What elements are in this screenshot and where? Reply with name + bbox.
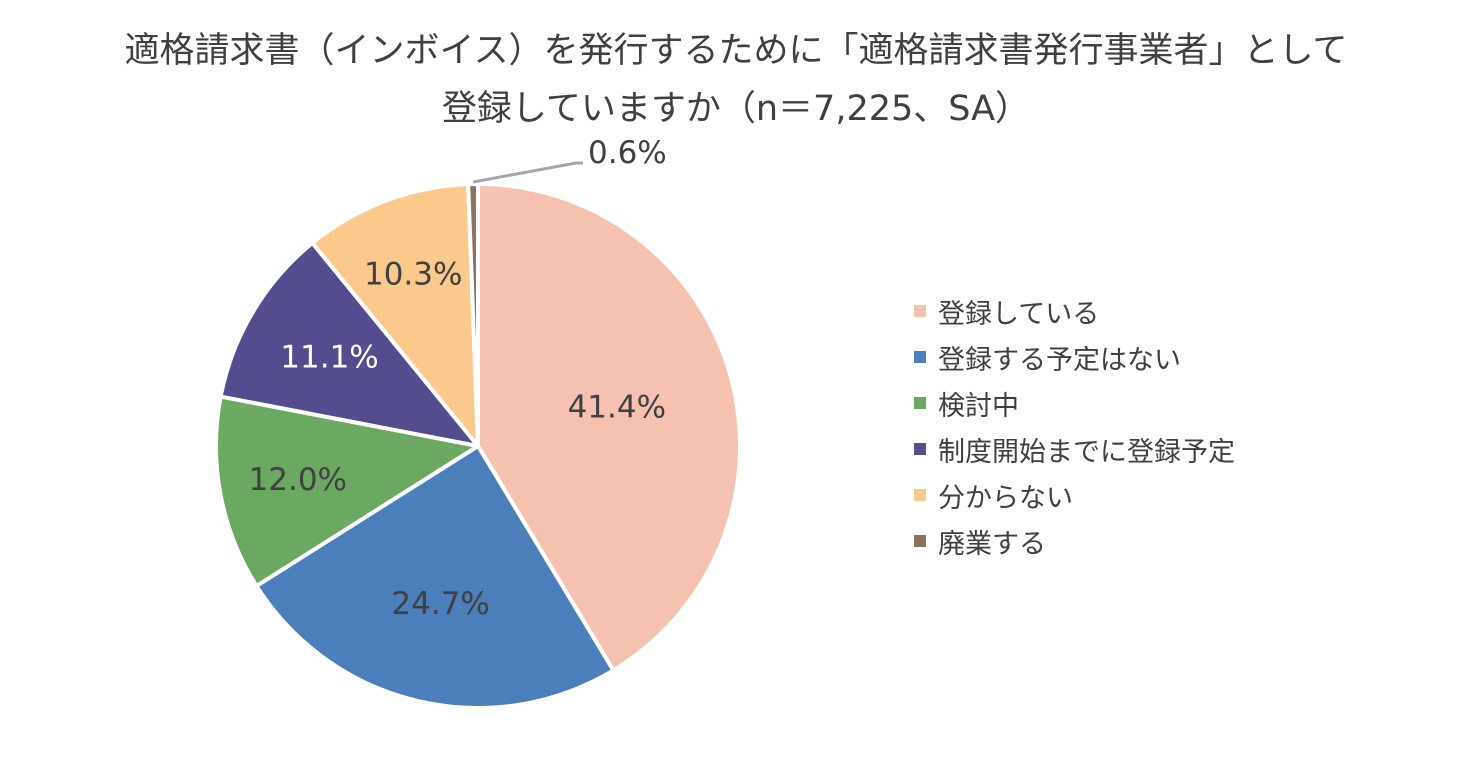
legend-item-no-plan: 登録する予定はない: [914, 334, 1235, 380]
legend-item-planned: 制度開始までに登録予定: [914, 426, 1235, 472]
legend-label-planned: 制度開始までに登録予定: [938, 436, 1235, 468]
legend-label-no-plan: 登録する予定はない: [938, 344, 1181, 376]
pie-slice-unknown: [310, 182, 480, 448]
legend-swatch-unknown: [914, 489, 926, 501]
pie-slice-registered: [476, 182, 742, 673]
data-label-registered: 41.4%: [568, 389, 666, 425]
legend-item-considering: 検討中: [914, 380, 1235, 426]
legend-swatch-closing: [914, 535, 926, 547]
legend-label-registered: 登録している: [938, 298, 1100, 330]
pie-slice-no-plan: [254, 444, 616, 710]
pie-slice-closing: [466, 182, 480, 448]
legend-item-registered: 登録している: [914, 288, 1235, 334]
chart-title-line-2: 登録していますか（n＝7,225、SA）: [441, 89, 1031, 129]
legend-swatch-considering: [914, 397, 926, 409]
legend-item-closing: 廃業する: [914, 518, 1235, 564]
legend-label-unknown: 分からない: [938, 482, 1073, 514]
data-label-unknown: 10.3%: [364, 256, 462, 292]
data-label-closing: 0.6%: [588, 135, 667, 171]
legend-swatch-planned: [914, 443, 926, 455]
legend-swatch-registered: [914, 305, 926, 317]
chart-title-line-1: 適格請求書（インボイス）を発行するために「適格請求書発行事業者」として: [124, 31, 1348, 71]
leader-line-closing: [472, 161, 583, 184]
data-label-no-plan: 24.7%: [391, 586, 489, 622]
legend: 登録している 登録する予定はない 検討中 制度開始までに登録予定 分からない 廃…: [914, 288, 1235, 564]
pie-slice-planned: [218, 240, 480, 448]
legend-swatch-no-plan: [914, 351, 926, 363]
pie-slice-considering: [214, 394, 480, 588]
legend-label-considering: 検討中: [938, 390, 1019, 422]
data-label-considering: 12.0%: [249, 462, 347, 498]
legend-label-closing: 廃業する: [938, 528, 1046, 560]
chart-title: 適格請求書（インボイス）を発行するために「適格請求書発行事業者」として 登録して…: [0, 22, 1472, 138]
data-label-planned: 11.1%: [280, 339, 378, 375]
legend-item-unknown: 分からない: [914, 472, 1235, 518]
